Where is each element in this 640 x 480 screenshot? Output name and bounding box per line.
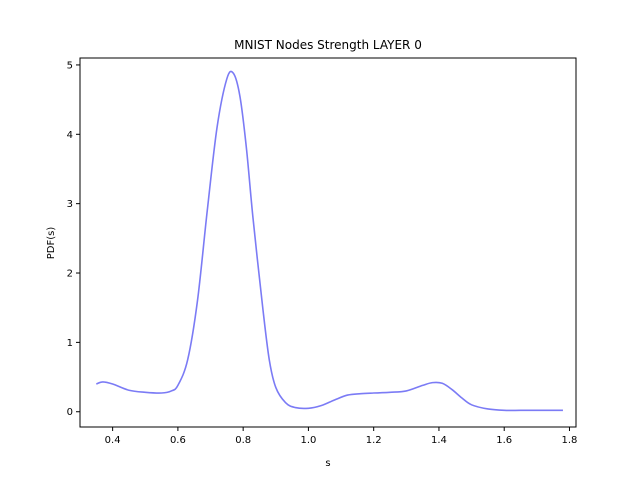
- x-tick-label: 0.6: [170, 435, 186, 446]
- x-axis-label: s: [325, 458, 330, 469]
- chart-title: MNIST Nodes Strength LAYER 0: [234, 38, 422, 52]
- y-tick-label: 2: [67, 269, 73, 280]
- x-tick-label: 1.8: [562, 435, 578, 446]
- x-tick-label: 0.8: [235, 435, 251, 446]
- x-tick-label: 0.4: [105, 435, 121, 446]
- y-tick-label: 1: [67, 338, 73, 349]
- y-tick-label: 4: [67, 130, 73, 141]
- x-tick-label: 1.6: [496, 435, 512, 446]
- y-tick-label: 5: [67, 60, 73, 71]
- y-tick-label: 3: [67, 199, 73, 210]
- series-group: [96, 70, 563, 412]
- series-line: [96, 70, 563, 412]
- plot-frame: [79, 57, 577, 428]
- y-axis-ticks: 0 1 2 3 4 5: [67, 60, 80, 418]
- y-axis-label: PDF(s): [46, 227, 57, 260]
- x-tick-label: 1.4: [431, 435, 447, 446]
- x-tick-label: 1.0: [300, 435, 316, 446]
- y-tick-label: 0: [67, 407, 73, 418]
- x-axis-ticks: 0.4 0.6 0.8 1.0 1.2 1.4 1.6 1.8: [105, 427, 578, 446]
- x-tick-label: 1.2: [366, 435, 382, 446]
